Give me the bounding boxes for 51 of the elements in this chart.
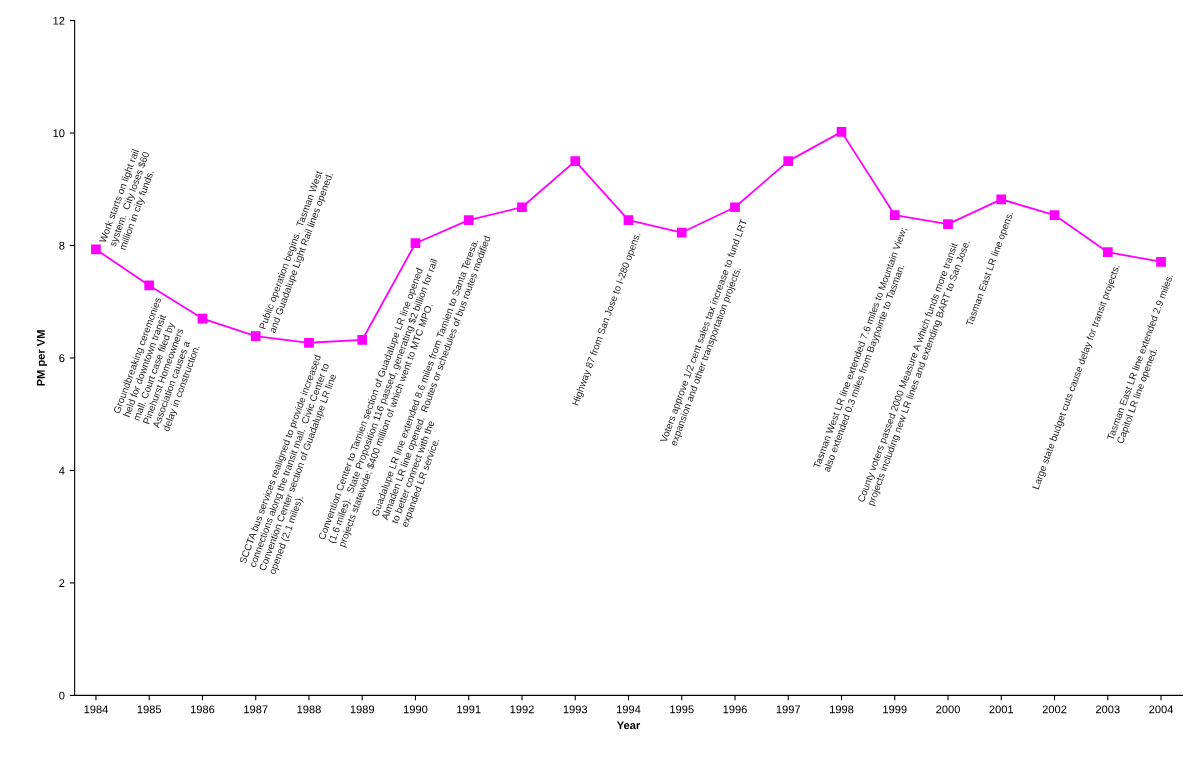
- y-tick-label: 8: [59, 241, 65, 250]
- point: [996, 194, 1007, 205]
- x-tick-label: 1998: [829, 705, 854, 714]
- x-tick-label: 2001: [989, 705, 1014, 714]
- x-tick-label: 2002: [1042, 705, 1067, 714]
- point: [783, 156, 794, 166]
- point: [730, 202, 740, 213]
- point: [1156, 256, 1166, 267]
- x-tick-label: 1995: [670, 705, 694, 714]
- point: [357, 335, 368, 345]
- y-axis-title: PM per VM: [37, 330, 48, 386]
- x-tick-label: 1994: [616, 705, 641, 714]
- point: [91, 244, 101, 255]
- y-tick-label: 10: [53, 129, 65, 138]
- point: [836, 127, 847, 137]
- x-tick-label: 1997: [776, 705, 801, 714]
- x-tick-label: 1996: [723, 705, 747, 714]
- point: [250, 331, 261, 341]
- point: [463, 215, 474, 226]
- y-tick-label: 2: [59, 579, 65, 587]
- point: [144, 280, 155, 291]
- x-tick-label: 1999: [883, 705, 907, 714]
- y-tick-label: 4: [59, 466, 65, 475]
- annotation: Work starts on light rail system. City loses $60 million in city funds.: [98, 148, 156, 251]
- x-tick-label: 1984: [84, 705, 108, 714]
- point: [1102, 247, 1113, 258]
- point: [943, 219, 953, 229]
- point: [517, 202, 527, 213]
- x-tick-label: 1985: [137, 705, 162, 714]
- x-tick-label: 1987: [244, 705, 268, 714]
- point: [304, 337, 314, 348]
- y-tick-label: 12: [53, 16, 65, 25]
- x-tick-label: 1986: [190, 705, 215, 714]
- x-tick-label: 2004: [1149, 705, 1174, 714]
- point: [410, 238, 421, 249]
- point: [676, 227, 687, 238]
- y-tick-label: 0: [59, 691, 65, 700]
- y-tick-label: 6: [59, 354, 65, 363]
- x-tick-label: 1988: [297, 705, 321, 714]
- x-tick-label: 2000: [936, 705, 960, 714]
- point: [570, 156, 581, 166]
- point: [889, 210, 900, 220]
- point: [1049, 210, 1060, 220]
- x-tick-label: 2003: [1095, 705, 1120, 714]
- x-tick-label: 1992: [510, 705, 534, 714]
- x-tick-label: 1991: [457, 705, 481, 714]
- x-tick-label: 1990: [403, 705, 428, 714]
- x-tick-label: 1989: [350, 705, 375, 714]
- point: [623, 215, 634, 226]
- x-tick-label: 1993: [563, 705, 588, 714]
- x-axis-title: Year: [616, 721, 641, 730]
